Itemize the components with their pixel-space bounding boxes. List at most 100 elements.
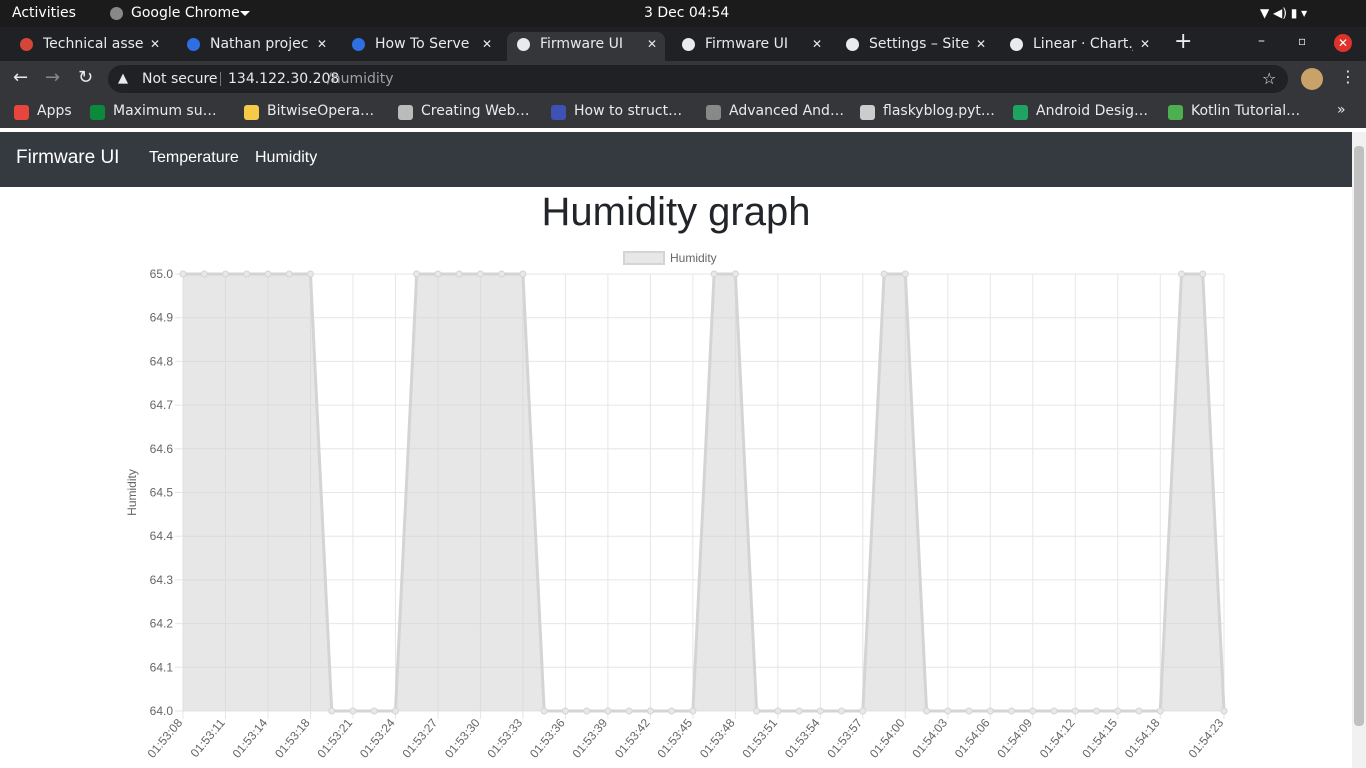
clock[interactable]: 3 Dec 04:54	[644, 5, 730, 21]
point	[795, 707, 803, 715]
legend-label: Humidity	[670, 251, 717, 265]
point	[1135, 707, 1143, 715]
point	[1008, 707, 1016, 715]
tab-close[interactable]: ✕	[1140, 37, 1151, 51]
tab[interactable]: Technical asse ✕	[10, 32, 168, 61]
x-tick-label: 01:53:18	[272, 716, 313, 761]
more-bookmarks[interactable]: »	[1337, 102, 1346, 118]
point	[753, 707, 761, 715]
url-path: /humidity	[327, 71, 394, 87]
bookmark[interactable]: How to struct…	[574, 103, 683, 119]
omnibox[interactable]: ▲ Not secure 134.122.30.208 /humidity ☆	[108, 65, 1288, 93]
point	[1199, 270, 1207, 278]
bookmark[interactable]: BitwiseOpera…	[267, 103, 375, 119]
point	[200, 270, 208, 278]
x-tick-label: 01:53:21	[315, 716, 356, 761]
y-tick-label: 64.1	[150, 660, 174, 674]
x-tick-label: 01:53:36	[527, 716, 568, 761]
nav-link[interactable]: Temperature	[149, 149, 239, 166]
tab-title: How To Serve F	[375, 36, 475, 52]
point	[625, 707, 633, 715]
point	[221, 270, 229, 278]
legend-swatch	[623, 251, 665, 265]
tab-close[interactable]: ✕	[976, 37, 987, 51]
bookmark[interactable]: Maximum su…	[113, 103, 217, 119]
tab-icon	[352, 38, 365, 51]
nav-link[interactable]: Humidity	[255, 149, 318, 166]
y-tick-label: 64.8	[150, 354, 174, 368]
point	[965, 707, 973, 715]
x-tick-label: 01:53:33	[484, 716, 525, 761]
x-tick-label: 01:54:03	[909, 716, 950, 761]
bookmark[interactable]: Kotlin Tutorial…	[1191, 103, 1301, 119]
activities[interactable]: Activities	[12, 5, 76, 21]
tab-icon	[846, 38, 859, 51]
reload[interactable]: ↻	[78, 67, 94, 88]
bookmark[interactable]: Apps	[37, 103, 72, 119]
maximize[interactable]: ▫	[1298, 34, 1307, 48]
tab-close[interactable]: ✕	[150, 37, 161, 51]
point	[498, 270, 506, 278]
url-host: 134.122.30.208	[228, 71, 340, 87]
brand[interactable]: Firmware UI	[16, 147, 120, 168]
tab-strip: + – ▫ ✕ Technical asse ✕ Nathan projec ✕ How…	[0, 27, 1366, 61]
close-window[interactable]: ✕	[1334, 34, 1352, 52]
x-tick-label: 01:54:15	[1079, 716, 1120, 761]
bookmark-icon	[706, 105, 721, 120]
point	[1114, 707, 1122, 715]
tab[interactable]: Firmware UI ✕	[507, 32, 665, 61]
point	[434, 270, 442, 278]
x-tick-label: 01:53:30	[442, 716, 483, 761]
scroll-thumb[interactable]	[1354, 146, 1364, 726]
tab[interactable]: Linear · Chart.j ✕	[1000, 32, 1158, 61]
tab[interactable]: How To Serve F ✕	[342, 32, 500, 61]
bookmark[interactable]: Android Desig…	[1036, 103, 1149, 119]
point	[901, 270, 909, 278]
bookmark[interactable]: flaskyblog.pyt…	[883, 103, 995, 119]
menu[interactable]: ⋮	[1340, 67, 1356, 86]
x-tick-label: 01:53:27	[399, 716, 440, 761]
x-tick-label: 01:53:11	[188, 716, 228, 760]
tab-close[interactable]: ✕	[647, 37, 658, 51]
minimize[interactable]: –	[1258, 33, 1265, 49]
bookmarks-bar: » Apps Maximum su… BitwiseOpera… Creating W…	[0, 97, 1366, 128]
point	[1156, 707, 1164, 715]
profile[interactable]	[1301, 68, 1323, 90]
point	[561, 707, 569, 715]
tab[interactable]: Firmware UI ✕	[672, 32, 830, 61]
point	[923, 707, 931, 715]
back[interactable]: ←	[13, 67, 29, 88]
point	[476, 270, 484, 278]
tab-close[interactable]: ✕	[317, 37, 328, 51]
tab-close[interactable]: ✕	[482, 37, 493, 51]
point	[583, 707, 591, 715]
x-tick-label: 01:54:09	[994, 716, 1035, 761]
dropdown-arrow	[240, 11, 250, 21]
bookmark-icon	[398, 105, 413, 120]
point	[455, 270, 463, 278]
line	[183, 272, 1226, 713]
y-tick-label: 64.9	[150, 311, 174, 325]
bookmark[interactable]: Creating Web…	[421, 103, 530, 119]
status-icons[interactable]: ▼ ◀) ▮ ▾	[1260, 6, 1308, 20]
point	[880, 270, 888, 278]
tab-title: Settings – Site	[869, 36, 969, 52]
point	[285, 270, 293, 278]
bookmark-star[interactable]: ☆	[1262, 69, 1277, 88]
app-menu[interactable]: Google Chrome	[131, 5, 240, 21]
point	[243, 270, 251, 278]
scrollbar[interactable]	[1352, 132, 1366, 768]
forward[interactable]: →	[45, 67, 61, 88]
new-tab[interactable]: +	[1174, 29, 1193, 54]
tab-icon	[682, 38, 695, 51]
point	[668, 707, 676, 715]
x-tick-label: 01:54:12	[1037, 716, 1078, 761]
tab[interactable]: Nathan projec ✕	[177, 32, 335, 61]
tab[interactable]: Settings – Site ✕	[836, 32, 994, 61]
tab-close[interactable]: ✕	[812, 37, 823, 51]
tab-title: Nathan projec	[210, 36, 309, 52]
x-tick-label: 01:54:23	[1186, 716, 1227, 761]
y-tick-label: 64.7	[150, 398, 174, 412]
bookmark[interactable]: Advanced And…	[729, 103, 844, 119]
